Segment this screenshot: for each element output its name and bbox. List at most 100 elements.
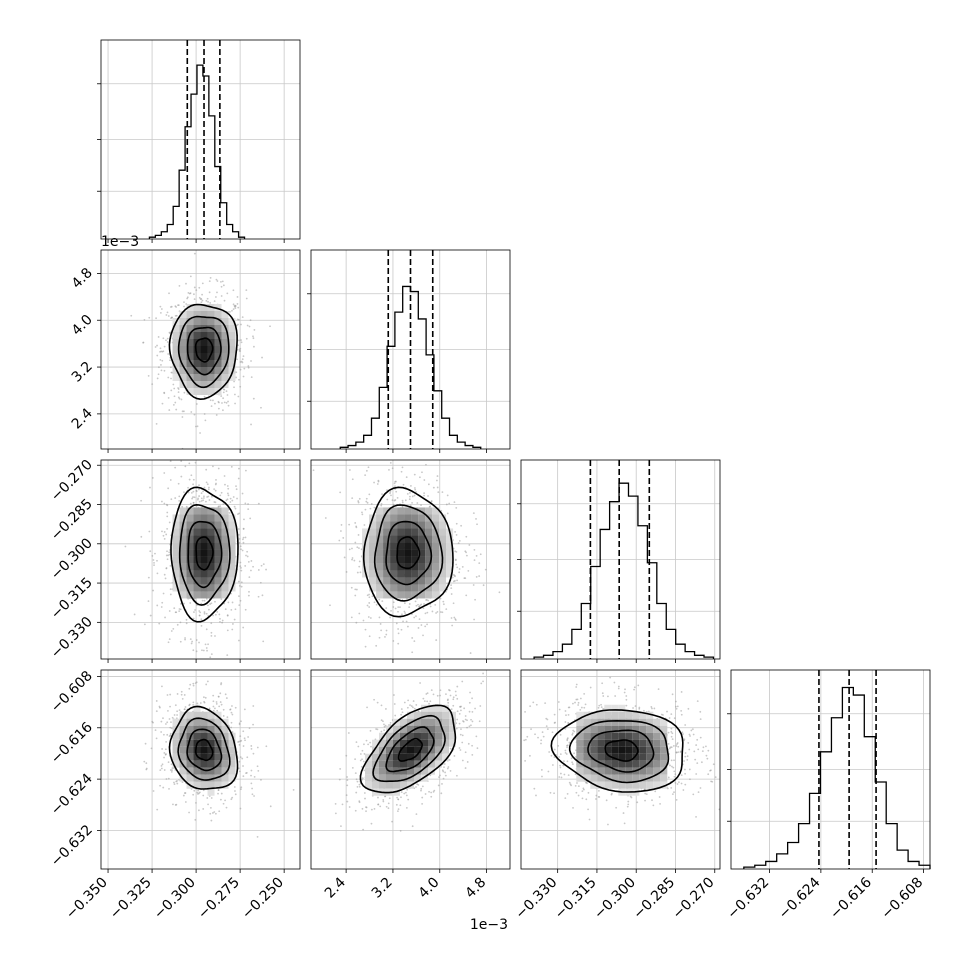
pair-3-0-point	[163, 756, 165, 759]
pair-2-1-point	[458, 568, 461, 570]
pair-3-0-density-cell	[228, 746, 236, 754]
pair-3-1-point	[334, 812, 337, 815]
pair-3-0-density-cell	[221, 767, 229, 775]
pair-2-1-density-cell	[390, 570, 398, 578]
pair-2-1-density-cell	[362, 563, 370, 571]
pair-3-0-density-cell	[214, 753, 222, 761]
pair-2-0-point	[215, 482, 217, 485]
pair-2-1-density-cell	[383, 577, 391, 585]
pair-3-0-density-cell	[179, 753, 187, 761]
pair-1-0-density-cell	[186, 311, 194, 318]
pair-3-0-point	[248, 727, 251, 730]
pair-2-0-point	[194, 681, 196, 683]
pair-2-0-density-cell	[228, 549, 236, 557]
pair-2-1-point	[408, 603, 411, 605]
pair-1-0-point	[183, 305, 185, 308]
pair-2-1-point	[426, 611, 429, 614]
pair-1-0-point	[235, 371, 238, 374]
pair-3-0-point	[265, 745, 268, 748]
pair-2-1-point	[458, 571, 461, 574]
pair-3-1-point	[422, 697, 425, 700]
pair-3-0-density-cell	[193, 781, 201, 789]
pair-2-0-point	[239, 545, 242, 548]
pair-2-1-density-cell	[383, 528, 391, 536]
pair-2-1-density-cell	[390, 507, 398, 515]
pair-2-1-density-cell	[404, 584, 412, 592]
pair-1-0-point	[203, 413, 206, 415]
pair-1-0-point	[215, 296, 217, 298]
pair-2-0-point	[143, 623, 146, 626]
pair-2-0-density-cell	[214, 549, 222, 557]
pair-3-0-point	[180, 690, 183, 693]
pair-2-1-point	[432, 486, 435, 489]
pair-2-1-point	[423, 603, 425, 605]
pair-2-1-point	[429, 605, 432, 608]
pair-3-0-density-cell	[207, 732, 215, 740]
pair-2-0-point	[231, 628, 234, 631]
pair-2-1-density-cell	[432, 528, 440, 536]
pair-2-1-density-cell	[390, 535, 398, 543]
pair-2-0-point	[207, 488, 210, 491]
pair-1-0-point	[242, 355, 245, 358]
pair-3-1-point	[361, 758, 363, 761]
pair-3-0-density-cell	[214, 774, 222, 782]
pair-2-1-point	[378, 598, 381, 601]
pair-3-1-point	[382, 720, 384, 723]
pair-3-0-density-cell	[214, 746, 222, 754]
pair-3-0-point	[216, 709, 219, 712]
pair-2-0-density-cell	[214, 570, 222, 578]
pair-2-0-point	[257, 502, 260, 505]
pair-3-0-point	[170, 721, 172, 724]
pair-2-1-density-cell	[390, 528, 398, 536]
pair-2-0-point	[169, 564, 172, 567]
pair-2-1-point	[352, 412, 354, 414]
pair-2-0-point	[214, 501, 217, 504]
pair-3-0-point	[246, 756, 249, 759]
pair-2-1-point	[368, 493, 371, 496]
pair-3-0-point	[199, 702, 202, 704]
pair-1-0-density-cell	[221, 346, 229, 353]
pair-2-1-point	[340, 524, 343, 526]
pair-2-0-point	[262, 563, 265, 566]
pair-2-1-point	[451, 445, 453, 447]
pair-1-0-point	[250, 376, 253, 378]
pair-3-0-point	[162, 786, 165, 789]
pair-2-1-density-cell	[432, 542, 440, 550]
pair-3-0-point	[242, 765, 244, 767]
pair-2-1-density-cell	[390, 556, 398, 564]
pair-1-0-point	[181, 410, 184, 413]
pair-2-1-density-cell	[418, 584, 426, 592]
pair-3-0-point	[165, 740, 168, 743]
pair-2-0-point	[235, 488, 238, 491]
pair-1-0-point	[178, 284, 181, 287]
pair-3-0-density-cell	[193, 760, 201, 768]
pair-2-1-point	[354, 594, 357, 597]
pair-2-1-point	[388, 468, 390, 471]
pair-2-1-density-cell	[446, 556, 454, 564]
pair-2-1-point	[426, 623, 428, 626]
pair-3-0-point	[224, 693, 227, 696]
pair-2-1-density-cell	[446, 563, 454, 571]
pair-2-0-density-cell	[221, 528, 229, 536]
pair-2-1-density-cell	[425, 528, 433, 536]
pair-3-1-point	[432, 693, 435, 696]
pair-3-0-density-cell	[207, 725, 215, 733]
pair-2-1-point	[478, 575, 481, 577]
pair-2-0-point	[190, 474, 193, 477]
pair-2-0-density-cell	[193, 521, 201, 529]
pair-1-0-point	[232, 308, 235, 311]
pair-3-0-density-cell	[179, 725, 187, 733]
pair-1-0-point	[253, 329, 256, 331]
pair-3-0-point	[176, 710, 179, 713]
pair-3-0-point	[260, 778, 262, 781]
pair-1-0-density-cell	[179, 318, 187, 325]
pair-3-1-point	[391, 820, 393, 823]
pair-1-0-density-cell	[193, 332, 201, 339]
pair-2-1-point	[448, 502, 451, 505]
pair-2-1-point	[441, 611, 444, 614]
pair-3-0-point	[183, 708, 186, 711]
pair-1-0-point	[199, 432, 201, 434]
pair-2-1-point	[458, 539, 461, 542]
pair-2-1-point	[415, 615, 417, 618]
pair-1-0-point	[177, 387, 179, 389]
